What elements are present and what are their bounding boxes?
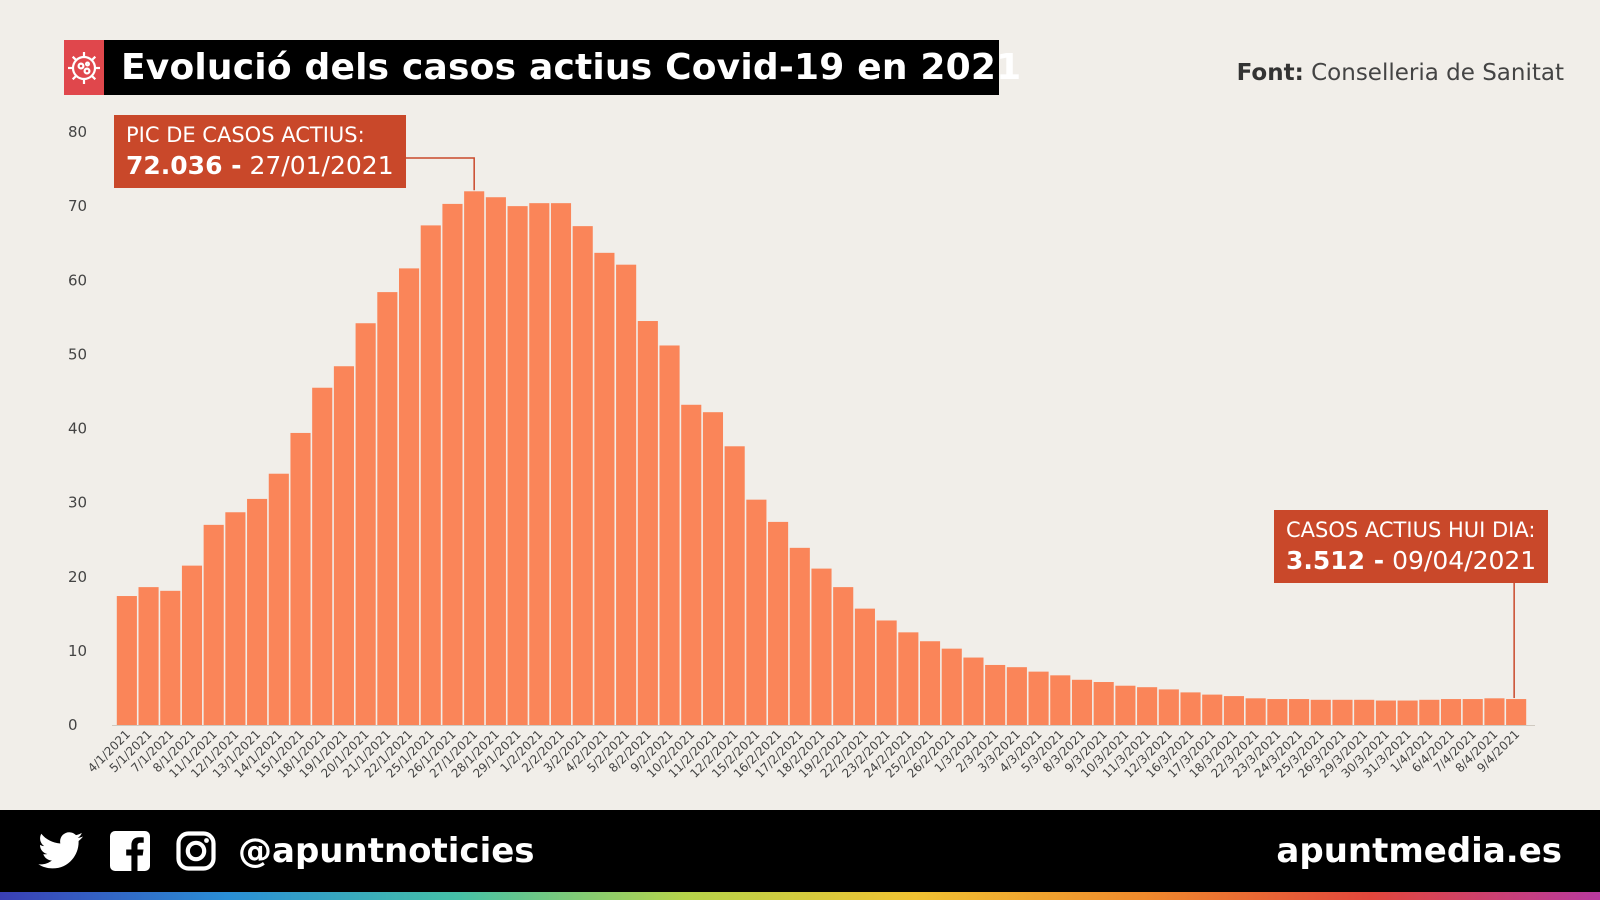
social-links: @apuntnoticies	[38, 810, 535, 892]
bar	[464, 191, 485, 726]
footer-bar: @apuntnoticies apuntmedia.es	[0, 810, 1600, 892]
bar	[659, 345, 680, 725]
facebook-icon[interactable]	[110, 831, 150, 871]
instagram-icon[interactable]	[176, 831, 216, 871]
bar	[1006, 667, 1027, 725]
bar	[268, 473, 289, 725]
bar	[919, 641, 941, 725]
rainbow-strip	[0, 892, 1600, 900]
y-tick-label: 10	[68, 642, 87, 660]
bar	[811, 568, 832, 725]
source-credit: Font: Conselleria de Sanitat	[1237, 60, 1564, 86]
today-annotation-value: 3.512 -	[1286, 546, 1385, 576]
title-bar: Evolució dels casos actius Covid-19 en 2…	[64, 40, 1021, 95]
source-label: Font:	[1236, 60, 1304, 86]
y-tick-label: 70	[68, 197, 87, 215]
bar	[333, 366, 354, 725]
bar	[1506, 699, 1527, 725]
bar	[138, 587, 159, 725]
bar	[616, 264, 637, 725]
y-tick-label: 80	[68, 123, 87, 141]
bar	[1332, 699, 1353, 725]
bar	[1440, 699, 1462, 725]
peak-leader-line	[392, 157, 475, 191]
bar	[507, 206, 528, 725]
bar	[1071, 679, 1093, 725]
bar	[181, 565, 203, 725]
bar	[1115, 685, 1136, 725]
bar	[1223, 696, 1244, 725]
bar	[724, 446, 745, 725]
bar	[1484, 698, 1505, 725]
bar	[637, 321, 658, 725]
bar	[1462, 699, 1483, 725]
bar	[768, 521, 789, 725]
bar	[1028, 671, 1049, 725]
bar	[399, 268, 420, 725]
bar	[898, 632, 919, 725]
bar	[702, 412, 724, 725]
today-annotation-label: CASOS ACTIUS HUI DIA:	[1286, 518, 1536, 542]
bar	[985, 664, 1006, 725]
bar	[833, 587, 854, 725]
bar	[290, 432, 311, 725]
bar	[876, 620, 897, 725]
y-tick-label: 40	[68, 420, 87, 438]
bar	[572, 226, 593, 726]
virus-icon	[64, 40, 104, 95]
chart-title: Evolució dels casos actius Covid-19 en 2…	[121, 47, 1022, 88]
bar	[1050, 675, 1071, 725]
bar	[1245, 698, 1266, 725]
twitter-icon[interactable]	[38, 832, 84, 870]
bar	[377, 292, 398, 725]
bar	[1267, 699, 1288, 725]
bar	[420, 225, 441, 725]
bar	[550, 203, 572, 725]
bar	[963, 657, 984, 725]
bar	[225, 512, 246, 725]
bar	[1137, 687, 1158, 725]
y-tick-label: 30	[68, 494, 87, 512]
bar	[681, 404, 702, 725]
peak-annotation-label: PIC DE CASOS ACTIUS:	[126, 123, 365, 147]
bar	[355, 323, 376, 725]
bar	[746, 499, 767, 725]
y-tick-label: 60	[68, 271, 87, 289]
bar	[247, 498, 268, 725]
social-handle[interactable]: @apuntnoticies	[238, 831, 535, 871]
bar	[1375, 700, 1396, 725]
site-url[interactable]: apuntmedia.es	[1276, 831, 1562, 871]
bar	[1202, 694, 1223, 725]
bar	[1397, 700, 1418, 725]
bar	[160, 590, 181, 725]
bar	[312, 387, 333, 725]
y-tick-label: 20	[68, 568, 87, 586]
today-annotation: CASOS ACTIUS HUI DIA: 3.512 - 09/04/2021	[1274, 510, 1549, 584]
source-value: Conselleria de Sanitat	[1311, 60, 1564, 86]
peak-annotation: PIC DE CASOS ACTIUS: 72.036 - 27/01/2021	[114, 115, 406, 189]
bar	[1093, 682, 1114, 725]
bar	[1158, 689, 1179, 725]
bar	[529, 203, 550, 725]
bar	[789, 547, 810, 725]
bar	[116, 596, 137, 725]
bar	[854, 608, 875, 725]
bar	[594, 252, 615, 726]
y-tick-label: 0	[68, 716, 78, 734]
bar	[1310, 699, 1331, 725]
bar	[941, 648, 962, 725]
bar-chart: 010203040506070804/1/20215/1/20217/1/202…	[68, 123, 1535, 781]
bar	[442, 203, 463, 725]
peak-annotation-date: 27/01/2021	[249, 151, 394, 181]
bar	[1419, 699, 1440, 725]
bar	[485, 197, 506, 726]
bar	[1354, 699, 1375, 725]
today-annotation-date: 09/04/2021	[1392, 546, 1537, 576]
y-tick-label: 50	[68, 345, 87, 363]
peak-annotation-value: 72.036 -	[126, 151, 242, 181]
bar	[1289, 699, 1310, 725]
bar	[1180, 692, 1201, 725]
bar	[203, 524, 224, 725]
